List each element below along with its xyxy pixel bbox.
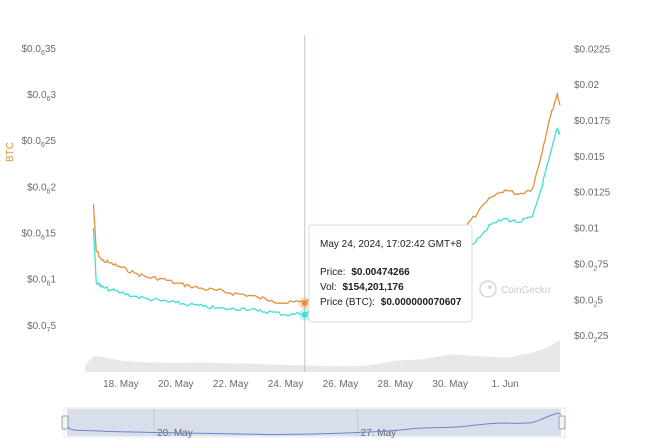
right-tick-label: $0.0275 [574,259,609,272]
volume-area [85,340,560,372]
right-tick-label: $0.025 [574,295,603,308]
right-tick-label: $0.015 [574,152,605,163]
left-tick-label: $0.075 [27,321,56,334]
tooltip-vol-row: Vol: $154,201,176 [320,282,404,293]
coingecko-watermark: CoinGecko [479,280,551,298]
navigator-tick-label: 27. May [361,428,397,439]
x-tick-label: 28. May [378,379,414,390]
tooltip-vol-value: $154,201,176 [342,282,404,293]
right-tick-label: $0.0125 [574,188,611,199]
tooltip-btc-label: Price (BTC): [320,297,375,308]
navigator-selection[interactable] [67,409,561,436]
navigator-right-handle[interactable] [558,415,566,430]
navigator-left-handle[interactable] [61,415,69,430]
x-tick-label: 30. May [432,379,468,390]
x-tick-label: 18. May [103,379,139,390]
x-tick-label: 22. May [213,379,249,390]
volume-area-layer [85,340,560,372]
right-tick-label: $0.0225 [574,44,611,55]
tooltip-vol-label: Vol: [320,282,337,293]
range-navigator[interactable]: 20. May 27. May [61,407,566,439]
tooltip-date: May 24, 2024, 17:02:42 GMT+8 [320,239,462,250]
left-tick-label: $0.062 [27,182,56,195]
coingecko-logo-icon [479,280,497,298]
left-axis-title: BTC [5,142,16,162]
hover-dot-usd [301,300,308,307]
right-tick-label: $0.0175 [574,116,611,127]
navigator-tick-label: 20. May [157,428,193,439]
hover-dot-btc [301,311,308,318]
right-tick-label: $0.02 [574,80,599,91]
right-tick-label: $0.0225 [574,331,609,344]
right-tick-label: $0.01 [574,224,599,235]
tooltip-btc-value: $0.000000070607 [381,297,462,308]
navigator-series-line [66,412,562,436]
left-tick-label: $0.061 [27,275,56,288]
x-tick-label: 24. May [268,379,304,390]
left-axis-ticks: $0.0635 $0.063 $0.0625 $0.062 $0.0615 $0.061 $… [22,44,57,334]
tooltip-price-label: Price: [320,267,346,278]
x-tick-label: 26. May [323,379,359,390]
watermark-text: CoinGecko [501,285,551,296]
x-tick-label: 1. Jun [491,379,518,390]
tooltip-price-row: Price: $0.00474266 [320,267,410,278]
left-tick-label: $0.0615 [22,229,57,242]
left-tick-label: $0.0635 [22,44,57,57]
x-axis-ticks: 18. May 20. May 22. May 24. May 26. May 28. M… [103,379,519,390]
tooltip-btc-row: Price (BTC): $0.000000070607 [320,297,462,308]
right-axis-ticks: $0.0225 $0.02 $0.0175 $0.015 $0.0125 $0.01 $0.… [574,44,611,344]
navigator-ticks: 20. May 27. May [153,409,397,439]
hover-markers [298,297,311,321]
tooltip-price-value: $0.00474266 [351,267,410,278]
tooltip-box [308,224,473,323]
left-tick-label: $0.063 [27,90,56,103]
left-tick-label: $0.0625 [22,136,57,149]
tooltip: May 24, 2024, 17:02:42 GMT+8 Price: $0.0… [308,224,473,323]
x-tick-label: 20. May [158,379,194,390]
